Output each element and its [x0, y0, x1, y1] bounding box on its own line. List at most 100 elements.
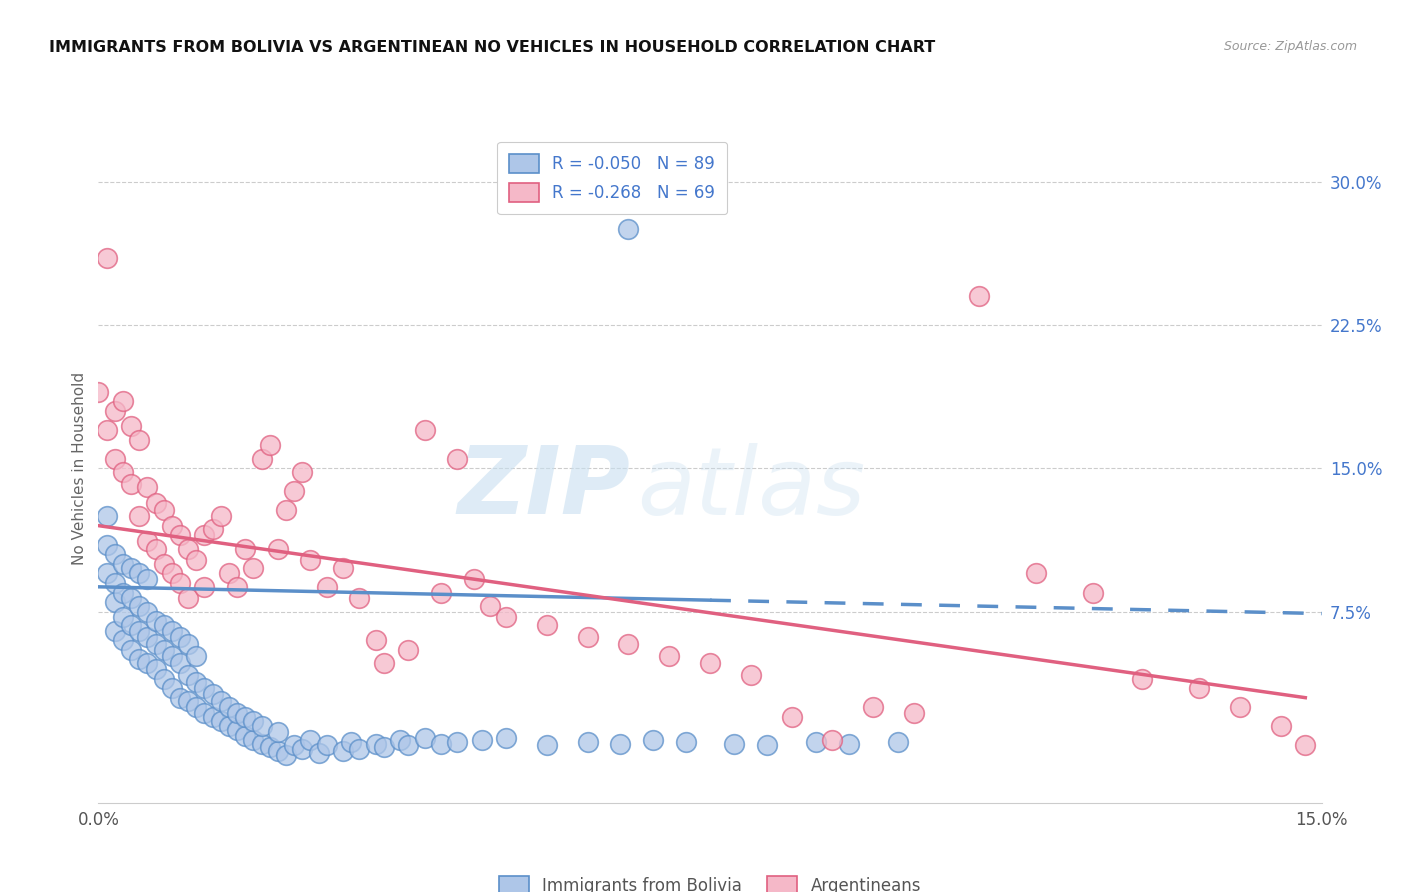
Point [87, 384, 110, 399]
Point [862, 700, 884, 714]
Point [283, 739, 305, 753]
Point [145, 637, 167, 651]
Point [364, 633, 387, 648]
Point [1294, 739, 1316, 753]
Point [267, 541, 290, 556]
Point [177, 591, 200, 606]
Point [1130, 672, 1153, 686]
Point [201, 687, 224, 701]
Point [250, 451, 273, 466]
Point [128, 509, 150, 524]
Point [446, 451, 468, 466]
Point [373, 657, 395, 671]
Point [111, 394, 134, 409]
Point [177, 637, 200, 651]
Point [332, 744, 354, 758]
Text: ZIP: ZIP [457, 442, 630, 534]
Point [658, 648, 681, 663]
Point [160, 518, 183, 533]
Point [218, 566, 240, 581]
Point [299, 553, 322, 567]
Point [120, 618, 142, 632]
Point [349, 591, 371, 606]
Point [120, 419, 142, 434]
Point [104, 547, 127, 561]
Point [886, 734, 908, 748]
Point [145, 614, 167, 628]
Point [1270, 719, 1292, 733]
Point [177, 541, 200, 556]
Point [193, 580, 215, 594]
Point [152, 643, 174, 657]
Point [186, 648, 208, 663]
Y-axis label: No Vehicles in Household: No Vehicles in Household [72, 372, 87, 565]
Text: IMMIGRANTS FROM BOLIVIA VS ARGENTINEAN NO VEHICLES IN HOUSEHOLD CORRELATION CHAR: IMMIGRANTS FROM BOLIVIA VS ARGENTINEAN N… [49, 40, 935, 55]
Point [967, 289, 990, 303]
Point [145, 541, 167, 556]
Point [96, 538, 118, 552]
Point [226, 580, 249, 594]
Point [617, 637, 640, 651]
Point [120, 560, 142, 574]
Point [821, 732, 844, 747]
Point [136, 480, 159, 494]
Point [136, 657, 159, 671]
Point [340, 734, 363, 748]
Point [169, 630, 191, 644]
Point [186, 675, 208, 690]
Point [756, 739, 779, 753]
Point [576, 630, 599, 644]
Point [675, 734, 697, 748]
Point [283, 484, 305, 499]
Point [838, 737, 860, 751]
Point [152, 557, 174, 571]
Point [446, 734, 468, 748]
Point [136, 630, 159, 644]
Point [478, 599, 501, 613]
Point [267, 744, 290, 758]
Point [160, 566, 183, 581]
Point [96, 509, 118, 524]
Point [218, 700, 240, 714]
Point [641, 732, 664, 747]
Point [111, 557, 134, 571]
Point [396, 643, 419, 657]
Point [96, 423, 118, 437]
Point [780, 710, 803, 724]
Point [111, 585, 134, 599]
Point [136, 572, 159, 586]
Point [1025, 566, 1047, 581]
Point [495, 731, 517, 745]
Point [349, 742, 371, 756]
Point [274, 503, 297, 517]
Point [226, 706, 249, 720]
Point [152, 618, 174, 632]
Point [740, 667, 762, 681]
Point [177, 667, 200, 681]
Point [291, 465, 314, 479]
Legend: Immigrants from Bolivia, Argentineans: Immigrants from Bolivia, Argentineans [488, 864, 932, 892]
Point [413, 731, 436, 745]
Point [128, 566, 150, 581]
Point [242, 560, 264, 574]
Point [233, 710, 256, 724]
Text: atlas: atlas [637, 442, 865, 534]
Point [104, 404, 127, 418]
Point [160, 681, 183, 695]
Point [471, 732, 494, 747]
Point [104, 624, 127, 638]
Point [903, 706, 925, 720]
Text: Source: ZipAtlas.com: Source: ZipAtlas.com [1223, 40, 1357, 54]
Point [209, 509, 232, 524]
Point [536, 618, 558, 632]
Point [111, 633, 134, 648]
Point [201, 710, 224, 724]
Point [267, 725, 290, 739]
Point [463, 572, 485, 586]
Point [332, 560, 354, 574]
Point [169, 657, 191, 671]
Point [145, 662, 167, 676]
Point [160, 648, 183, 663]
Point [308, 746, 330, 760]
Point [259, 740, 281, 755]
